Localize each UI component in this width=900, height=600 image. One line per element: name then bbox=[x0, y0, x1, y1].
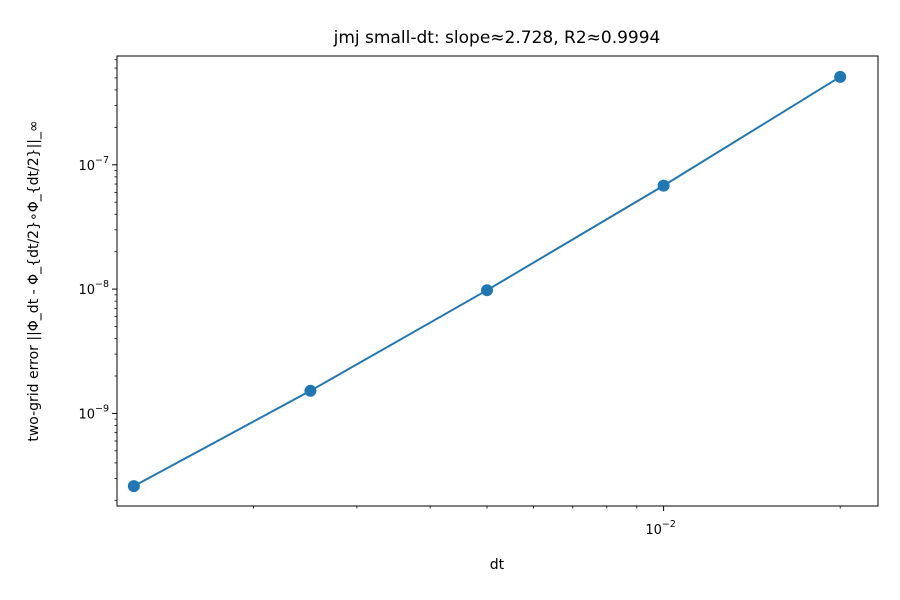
data-point bbox=[834, 70, 847, 83]
plot-frame bbox=[116, 55, 879, 507]
chart-title: jmj small-dt: slope≈2.728, R2≈0.9994 bbox=[333, 28, 661, 48]
data-point bbox=[127, 480, 140, 493]
x-axis-label: dt bbox=[490, 557, 505, 573]
data-point bbox=[304, 384, 317, 397]
data-point bbox=[481, 284, 494, 297]
x-tick-label: 10−2 bbox=[645, 519, 676, 538]
y-tick-label: 10−7 bbox=[78, 155, 109, 174]
y-tick-label: 10−9 bbox=[78, 403, 109, 422]
y-axis-label: two-grid error ||Φ_dt - Φ_{dt/2}∘Φ_{dt/2… bbox=[26, 120, 42, 441]
series-line bbox=[133, 75, 841, 488]
y-tick-label: 10−8 bbox=[78, 279, 109, 298]
plot-area: 10−2 10−9 10−8 10−7 bbox=[78, 59, 847, 538]
data-point bbox=[657, 179, 670, 192]
